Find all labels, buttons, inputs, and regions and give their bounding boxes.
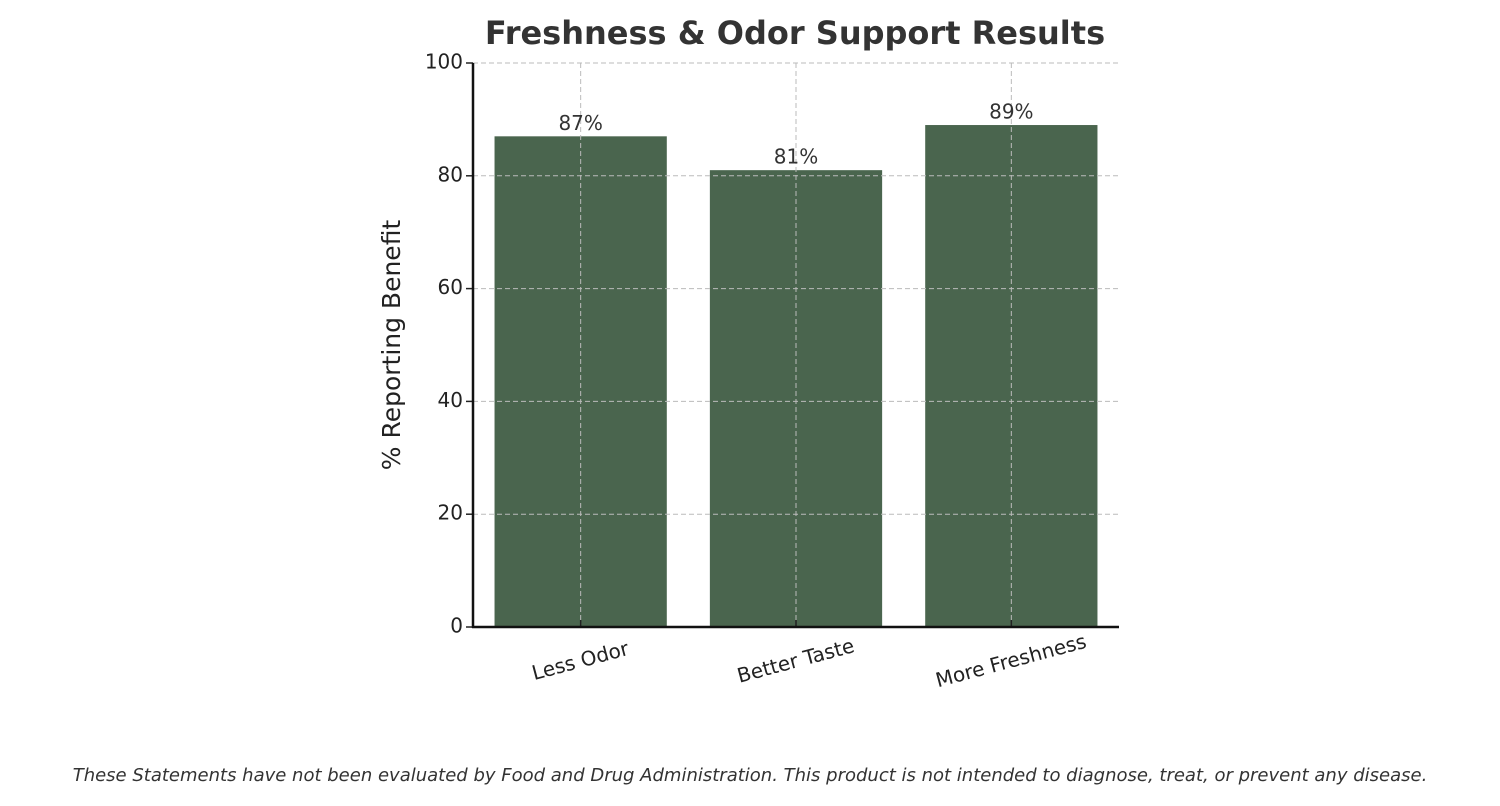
x-tick-label: Better Taste: [734, 633, 856, 687]
value-label: 89%: [989, 100, 1033, 124]
x-tick-label: Less Odor: [529, 636, 632, 685]
y-tick-label: 40: [438, 388, 463, 412]
x-tick-label: More Freshness: [933, 629, 1089, 692]
y-tick-label: 100: [425, 50, 463, 74]
footnote: These Statements have not been evaluated…: [73, 765, 1428, 786]
value-label: 81%: [774, 145, 818, 169]
y-tick-label: 0: [450, 614, 463, 638]
y-tick-label: 80: [438, 162, 463, 186]
y-tick-label: 20: [438, 501, 463, 525]
bar: [709, 170, 883, 627]
chart-title: Freshness & Odor Support Results: [485, 14, 1105, 52]
y-tick-label: 60: [438, 275, 463, 299]
y-axis-label: % Reporting Benefit: [377, 220, 406, 471]
value-label: 87%: [558, 111, 602, 135]
